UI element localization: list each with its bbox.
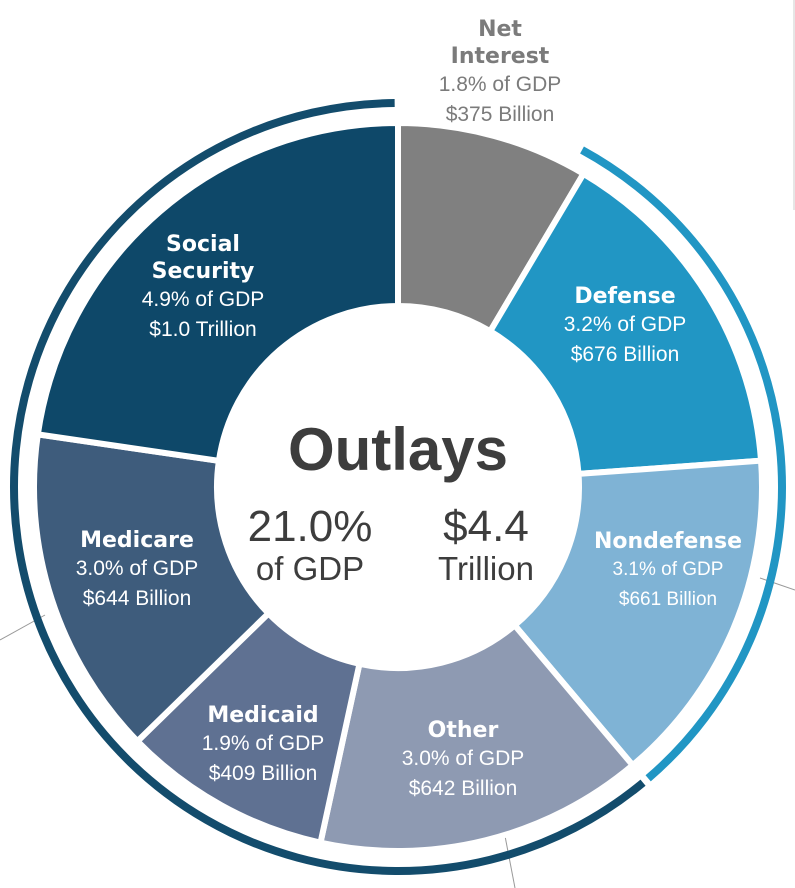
chart-title: Outlays: [287, 416, 509, 483]
label-medicaid: Medicaid 1.9% of GDP $409 Billion: [201, 703, 325, 785]
label-nondefense: Nondefense 3.1% of GDP $661 Billion: [593, 529, 743, 610]
slice-social-security: [34, 119, 401, 465]
slice-nondefense: [510, 457, 765, 770]
center-amount-sub: Trillion: [438, 550, 534, 587]
center-pct: 21.0%: [247, 502, 373, 551]
label-medicare: Medicare 3.0% of GDP $644 Billion: [75, 528, 199, 610]
leader-line: [504, 835, 516, 888]
label-defense: Defense 3.2% of GDP $676 Billion: [563, 284, 687, 366]
slice-other: [316, 621, 637, 854]
leader-line: [759, 577, 795, 591]
ring-mandatory: [10, 99, 646, 875]
label-social-security: Social Security 4.9% of GDP $1.0 Trillion: [141, 232, 265, 341]
center-pct-sub: of GDP: [255, 550, 365, 587]
slice-defense: [486, 169, 765, 478]
label-net-interest: Net Interest 1.8% of GDP $375 Billion: [438, 17, 562, 126]
slice-medicare: [31, 430, 273, 746]
ring-discretionary: [580, 146, 786, 782]
label-other: Other 3.0% of GDP $642 Billion: [401, 718, 525, 800]
center-amount: $4.4: [443, 502, 529, 551]
